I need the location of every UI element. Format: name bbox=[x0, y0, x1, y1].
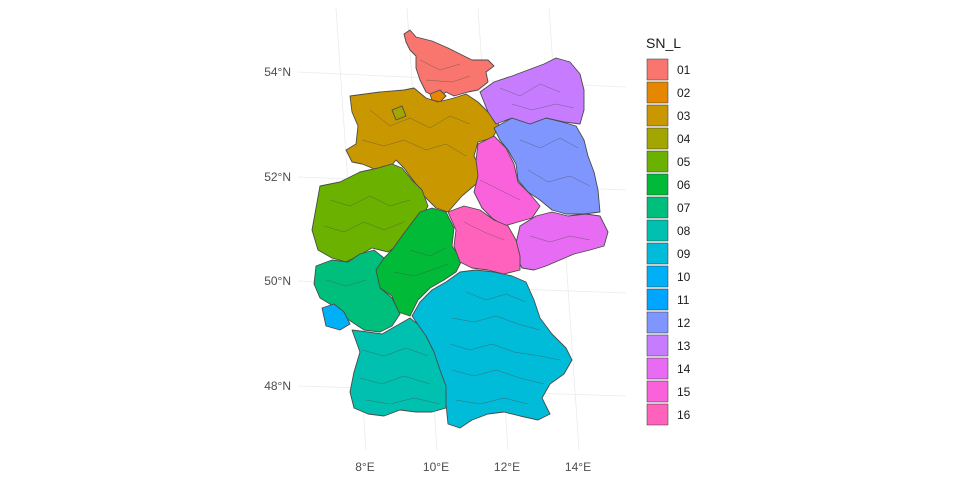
region-09 bbox=[411, 269, 573, 429]
district-lines-south bbox=[359, 291, 561, 405]
legend-item-02: 02 bbox=[646, 81, 691, 104]
lat-label-50: 50°N bbox=[264, 274, 291, 288]
region-15 bbox=[473, 135, 541, 227]
region-13 bbox=[479, 57, 585, 125]
legend-label-10: 10 bbox=[677, 270, 691, 284]
legend-item-11: 11 bbox=[646, 288, 690, 311]
legend-swatch-11 bbox=[646, 288, 669, 311]
region-10 bbox=[321, 303, 351, 331]
region-04 bbox=[391, 105, 407, 121]
legend-label-01: 01 bbox=[677, 63, 691, 77]
lon-label-8: 8°E bbox=[355, 460, 374, 474]
region-14 bbox=[513, 211, 609, 271]
legend-item-03: 03 bbox=[646, 104, 691, 127]
legend: SN_L 01 02 03 04 05 06 07 08 09 10 11 12 13 14 15 16 bbox=[646, 35, 691, 426]
legend-title: SN_L bbox=[646, 35, 681, 51]
state-regions bbox=[311, 29, 609, 429]
longitude-labels: 8°E 10°E 12°E 14°E bbox=[355, 460, 591, 474]
district-lines-middle bbox=[323, 179, 591, 287]
legend-item-10: 10 bbox=[646, 265, 691, 288]
legend-label-15: 15 bbox=[677, 385, 691, 399]
legend-item-04: 04 bbox=[646, 127, 691, 150]
legend-item-14: 14 bbox=[646, 357, 691, 380]
region-02 bbox=[429, 89, 447, 103]
legend-item-15: 15 bbox=[646, 380, 691, 403]
latitude-labels: 54°N 52°N 50°N 48°N bbox=[264, 65, 291, 393]
legend-swatch-09 bbox=[646, 242, 669, 265]
legend-label-04: 04 bbox=[677, 132, 691, 146]
lon-label-10: 10°E bbox=[423, 460, 449, 474]
legend-swatch-15 bbox=[646, 380, 669, 403]
lon-label-14: 14°E bbox=[565, 460, 591, 474]
legend-swatch-05 bbox=[646, 150, 669, 173]
legend-item-05: 05 bbox=[646, 150, 691, 173]
district-lines-north bbox=[361, 59, 591, 187]
legend-label-13: 13 bbox=[677, 339, 691, 353]
lon-label-12: 12°E bbox=[494, 460, 520, 474]
legend-swatch-12 bbox=[646, 311, 669, 334]
lat-label-48: 48°N bbox=[264, 379, 291, 393]
legend-swatch-13 bbox=[646, 334, 669, 357]
legend-label-16: 16 bbox=[677, 408, 691, 422]
legend-item-09: 09 bbox=[646, 242, 691, 265]
legend-label-07: 07 bbox=[677, 201, 691, 215]
legend-label-02: 02 bbox=[677, 86, 691, 100]
legend-label-11: 11 bbox=[677, 293, 690, 307]
legend-swatch-14 bbox=[646, 357, 669, 380]
legend-swatch-07 bbox=[646, 196, 669, 219]
district-boundaries bbox=[323, 59, 591, 405]
legend-swatch-03 bbox=[646, 104, 669, 127]
legend-label-06: 06 bbox=[677, 178, 691, 192]
lat-label-54: 54°N bbox=[264, 65, 291, 79]
legend-swatch-10 bbox=[646, 265, 669, 288]
region-03 bbox=[345, 87, 501, 213]
legend-item-01: 01 bbox=[646, 58, 691, 81]
legend-swatch-04 bbox=[646, 127, 669, 150]
legend-item-16: 16 bbox=[646, 403, 691, 426]
legend-swatch-06 bbox=[646, 173, 669, 196]
lat-label-52: 52°N bbox=[264, 170, 291, 184]
legend-swatch-01 bbox=[646, 58, 669, 81]
legend-label-08: 08 bbox=[677, 224, 691, 238]
legend-label-14: 14 bbox=[677, 362, 691, 376]
legend-item-13: 13 bbox=[646, 334, 691, 357]
legend-keys: 01 02 03 04 05 06 07 08 09 10 11 12 13 14 15 16 bbox=[646, 58, 691, 426]
legend-label-03: 03 bbox=[677, 109, 691, 123]
legend-swatch-08 bbox=[646, 219, 669, 242]
legend-item-07: 07 bbox=[646, 196, 691, 219]
legend-label-05: 05 bbox=[677, 155, 691, 169]
legend-item-08: 08 bbox=[646, 219, 691, 242]
legend-swatch-16 bbox=[646, 403, 669, 426]
region-07 bbox=[313, 249, 401, 333]
legend-swatch-02 bbox=[646, 81, 669, 104]
region-01 bbox=[403, 29, 495, 99]
legend-item-12: 12 bbox=[646, 311, 691, 334]
legend-label-12: 12 bbox=[677, 316, 691, 330]
legend-label-09: 09 bbox=[677, 247, 691, 261]
legend-item-06: 06 bbox=[646, 173, 691, 196]
